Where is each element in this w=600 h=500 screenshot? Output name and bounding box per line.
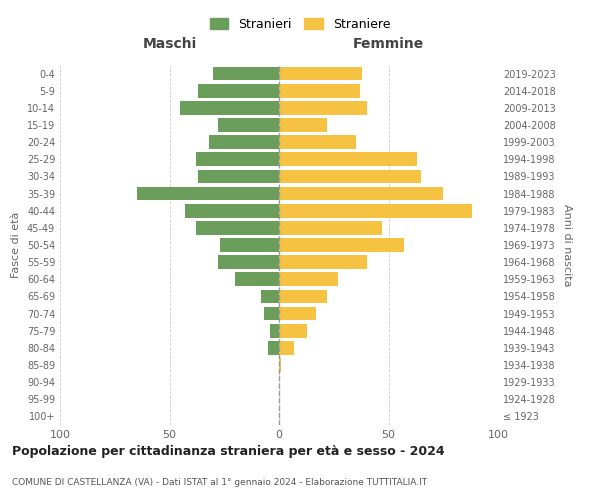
Bar xyxy=(279,272,338,286)
Text: COMUNE DI CASTELLANZA (VA) - Dati ISTAT al 1° gennaio 2024 - Elaborazione TUTTIT: COMUNE DI CASTELLANZA (VA) - Dati ISTAT … xyxy=(12,478,427,487)
Text: Femmine: Femmine xyxy=(353,36,424,51)
Bar xyxy=(185,204,279,218)
Bar xyxy=(279,306,316,320)
Bar xyxy=(279,358,281,372)
Bar xyxy=(279,221,382,234)
Bar xyxy=(235,272,279,286)
Bar xyxy=(262,290,279,304)
Text: Maschi: Maschi xyxy=(142,36,197,51)
Bar xyxy=(279,341,295,354)
Text: Popolazione per cittadinanza straniera per età e sesso - 2024: Popolazione per cittadinanza straniera p… xyxy=(12,445,445,458)
Y-axis label: Fasce di età: Fasce di età xyxy=(11,212,21,278)
Bar xyxy=(279,170,421,183)
Bar xyxy=(279,84,360,98)
Bar xyxy=(137,186,279,200)
Bar xyxy=(268,341,279,354)
Bar xyxy=(218,256,279,269)
Bar xyxy=(270,324,279,338)
Bar xyxy=(279,238,404,252)
Bar xyxy=(196,221,279,234)
Bar xyxy=(218,118,279,132)
Bar xyxy=(196,152,279,166)
Legend: Stranieri, Straniere: Stranieri, Straniere xyxy=(203,11,397,37)
Bar xyxy=(209,136,279,149)
Bar xyxy=(279,290,327,304)
Bar xyxy=(279,101,367,114)
Bar xyxy=(220,238,279,252)
Bar xyxy=(181,101,279,114)
Bar xyxy=(279,186,443,200)
Bar xyxy=(198,84,279,98)
Bar xyxy=(279,66,362,80)
Bar xyxy=(279,136,356,149)
Bar xyxy=(214,66,279,80)
Bar xyxy=(279,256,367,269)
Bar xyxy=(279,118,327,132)
Bar xyxy=(198,170,279,183)
Bar xyxy=(279,324,307,338)
Y-axis label: Anni di nascita: Anni di nascita xyxy=(562,204,572,286)
Bar xyxy=(279,204,472,218)
Bar xyxy=(279,152,417,166)
Bar xyxy=(263,306,279,320)
